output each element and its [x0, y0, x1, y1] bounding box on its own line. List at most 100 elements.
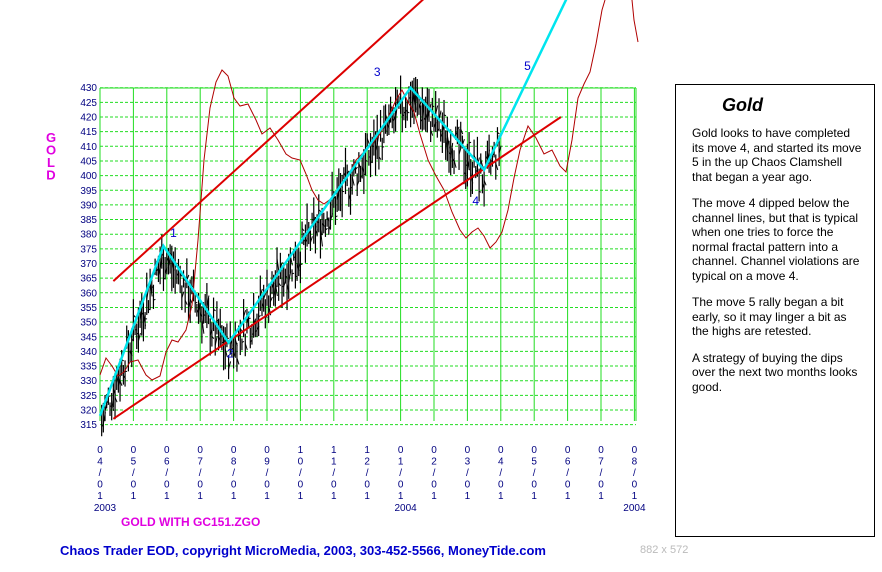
wave-label: 3	[374, 65, 381, 79]
svg-text:/: /	[533, 468, 536, 479]
x-tick-label: 06/01	[164, 445, 170, 502]
price-bar-close	[309, 236, 313, 243]
x-tick-label: 11/01	[331, 445, 337, 502]
price-bar-close	[201, 318, 205, 334]
price-bar-close	[351, 176, 355, 186]
x-tick-label: 04/01	[498, 445, 504, 502]
svg-text:1: 1	[431, 491, 437, 502]
svg-text:0: 0	[431, 480, 437, 491]
price-bar-close	[291, 272, 295, 275]
price-bar-close	[301, 228, 305, 232]
svg-text:1: 1	[197, 491, 203, 502]
svg-text:1: 1	[264, 491, 270, 502]
svg-text:0: 0	[398, 480, 404, 491]
price-bar-close	[495, 163, 499, 171]
y-axis-label-letter: G	[46, 130, 56, 145]
year-label: 2003	[94, 503, 117, 514]
price-bar-close	[318, 209, 322, 212]
y-tick-label: 385	[80, 215, 97, 226]
y-tick-label: 360	[80, 288, 97, 299]
price-bar-close	[450, 142, 454, 159]
svg-text:/: /	[433, 468, 436, 479]
commentary-paragraph: A strategy of buying the dips over the n…	[692, 350, 858, 394]
x-tick-label: 08/01	[231, 445, 237, 502]
price-bar-close	[119, 380, 123, 387]
svg-text:/: /	[466, 468, 469, 479]
svg-text:1: 1	[231, 491, 237, 502]
price-bar-close	[288, 271, 292, 283]
chart-subtitle: GOLD WITH GC151.ZGO	[121, 515, 261, 529]
price-bar-close	[483, 180, 487, 186]
price-bar-close	[214, 335, 218, 346]
x-tick-label: 03/01	[465, 445, 471, 502]
y-tick-label: 420	[80, 113, 97, 124]
svg-text:0: 0	[197, 445, 203, 456]
svg-text:5: 5	[531, 457, 537, 468]
price-bar-close	[460, 128, 464, 135]
svg-text:1: 1	[632, 491, 638, 502]
svg-text:1: 1	[498, 491, 504, 502]
svg-text:0: 0	[264, 445, 270, 456]
price-bar-close	[319, 229, 323, 247]
price-bar-close	[181, 291, 185, 299]
svg-text:1: 1	[298, 491, 304, 502]
price-bar-close	[228, 361, 232, 370]
x-tick-label: 10/01	[298, 445, 304, 502]
year-label: 2004	[394, 503, 417, 514]
y-tick-label: 345	[80, 332, 97, 343]
price-bar-close	[432, 105, 435, 108]
y-tick-label: 365	[80, 274, 97, 285]
price-bar-close	[133, 314, 136, 318]
svg-text:0: 0	[565, 480, 571, 491]
price-bar-close	[114, 397, 118, 403]
price-bar-close	[497, 132, 500, 135]
x-tick-label: 05/01	[131, 445, 137, 502]
x-tick-label: 06/01	[565, 445, 571, 502]
price-bar-close	[269, 296, 273, 303]
y-tick-label: 350	[80, 318, 97, 329]
wave-label: 4	[472, 194, 479, 208]
svg-text:0: 0	[197, 480, 203, 491]
x-tick-label: 01/01	[398, 445, 404, 502]
price-bar-close	[335, 215, 338, 218]
y-axis-label-letter: O	[46, 143, 56, 158]
svg-text:6: 6	[565, 457, 571, 468]
y-tick-label: 355	[80, 303, 97, 314]
svg-text:0: 0	[632, 480, 638, 491]
price-bar-close	[435, 105, 439, 114]
y-tick-label: 320	[80, 406, 97, 417]
price-bar-close	[149, 282, 153, 297]
svg-text:1: 1	[465, 491, 471, 502]
commentary-title: Gold	[722, 95, 763, 115]
channel-upper-line	[112, 0, 425, 282]
commentary-paragraph: Gold looks to have completed its move 4,…	[692, 126, 862, 184]
price-bar-close	[468, 141, 472, 144]
svg-text:0: 0	[298, 457, 304, 468]
x-tick-label: 09/01	[264, 445, 270, 502]
price-bar-close	[366, 138, 370, 145]
svg-text:8: 8	[632, 457, 638, 468]
svg-text:4: 4	[97, 457, 103, 468]
price-bar-close	[418, 101, 422, 110]
svg-text:/: /	[399, 468, 402, 479]
price-bar-close	[407, 111, 410, 114]
price-bar-close	[382, 146, 385, 148]
x-tick-label: 08/01	[632, 445, 638, 502]
y-tick-label: 340	[80, 347, 97, 358]
svg-text:0: 0	[364, 480, 370, 491]
y-tick-label: 315	[80, 420, 97, 431]
price-bar-close	[236, 357, 240, 365]
svg-text:0: 0	[131, 480, 137, 491]
price-bar-close	[346, 170, 350, 174]
price-bar-close	[325, 227, 328, 231]
price-bar-close	[211, 336, 215, 339]
svg-text:0: 0	[465, 480, 471, 491]
commentary-paragraph: The move 5 rally began a bit early, so i…	[692, 295, 847, 338]
svg-text:1: 1	[331, 457, 337, 468]
commentary-panel: Gold Gold looks to have completed its mo…	[675, 84, 875, 537]
wave-label: 1	[170, 226, 177, 240]
footer-copyright: Chaos Trader EOD, copyright MicroMedia, …	[60, 543, 546, 558]
svg-text:0: 0	[231, 445, 237, 456]
x-tick-label: 04/01	[97, 445, 103, 502]
